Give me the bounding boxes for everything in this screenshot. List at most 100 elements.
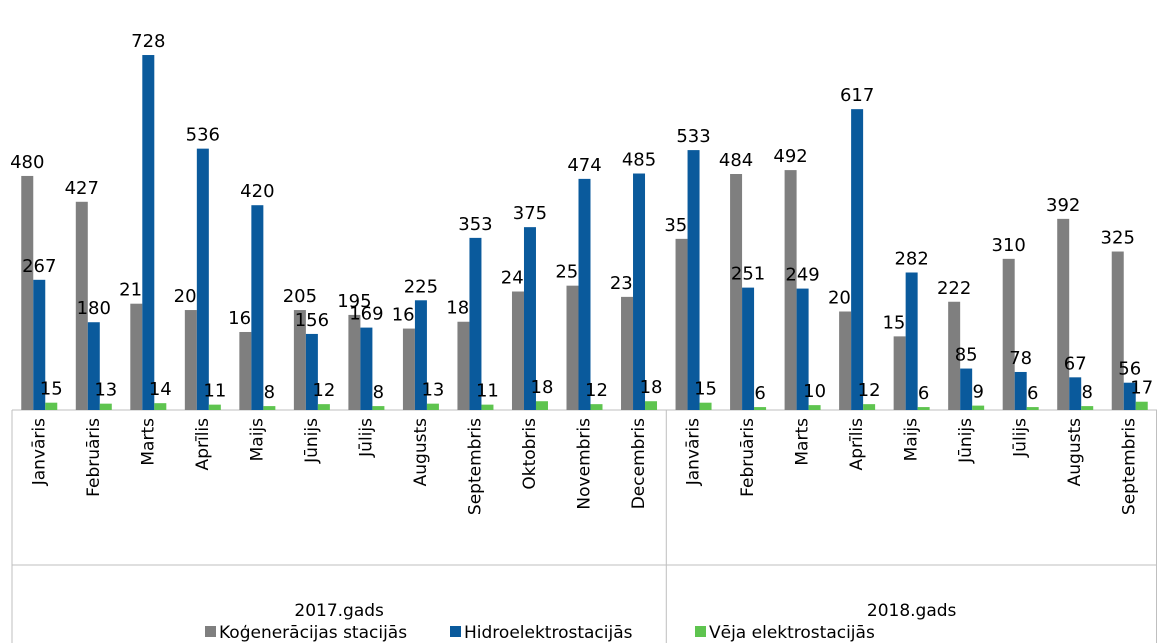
value-label: 353 <box>458 214 492 235</box>
bar <box>784 170 797 410</box>
value-label: 392 <box>1046 195 1080 216</box>
bar <box>1135 401 1148 410</box>
value-label: 485 <box>622 150 656 171</box>
value-label: 56 <box>1118 359 1141 380</box>
bar <box>196 148 209 410</box>
x-tick-label: Maijs <box>902 418 922 462</box>
value-label: 11 <box>476 381 499 402</box>
value-label: 9 <box>972 382 983 403</box>
bar <box>511 291 524 410</box>
bar <box>535 401 548 410</box>
bar <box>426 403 439 410</box>
x-tick-label: Septembris <box>1120 418 1140 515</box>
bar <box>839 311 852 410</box>
bar <box>1069 377 1082 410</box>
x-tick-label: Novembris <box>575 418 595 510</box>
value-label: 85 <box>955 345 978 366</box>
value-label: 6 <box>1027 383 1038 404</box>
value-label: 12 <box>312 380 335 401</box>
value-label: 420 <box>240 181 274 202</box>
x-tick-label: Jūlijs <box>356 418 376 458</box>
value-label: 11 <box>203 381 226 402</box>
bar <box>917 407 930 410</box>
value-label: 6 <box>754 383 765 404</box>
x-tick-label: Janvāris <box>29 418 49 486</box>
value-label: 156 <box>295 310 329 331</box>
legend-label: Hidroelektrostacijās <box>464 623 633 643</box>
value-label: 13 <box>94 380 117 401</box>
bar <box>1014 371 1027 410</box>
bar <box>33 279 46 410</box>
bar <box>45 402 58 410</box>
x-tick-label: Septembris <box>465 418 485 515</box>
bar <box>1057 218 1070 410</box>
value-label: 205 <box>283 286 317 307</box>
bar <box>796 288 809 410</box>
value-label: 10 <box>803 381 826 402</box>
x-tick-label: Augusts <box>1065 418 1085 486</box>
value-label: 8 <box>264 382 275 403</box>
bar <box>154 403 167 410</box>
x-tick-label: Janvāris <box>684 418 704 486</box>
value-label: 8 <box>1081 382 1092 403</box>
bar <box>808 405 821 410</box>
bar <box>972 405 985 410</box>
legend-swatch <box>695 626 706 637</box>
value-label: 15 <box>694 379 717 400</box>
bar <box>675 238 688 410</box>
value-label: 180 <box>77 298 111 319</box>
value-label: 474 <box>567 155 601 176</box>
bar <box>414 300 427 410</box>
value-label: 12 <box>858 380 881 401</box>
bar <box>208 404 221 410</box>
value-label: 325 <box>1101 228 1135 249</box>
value-label: 8 <box>373 382 384 403</box>
value-label: 728 <box>131 31 165 52</box>
value-label: 249 <box>785 265 819 286</box>
bar <box>960 368 973 410</box>
bar <box>1026 407 1039 410</box>
value-label: 18 <box>640 377 663 398</box>
bar <box>372 406 385 410</box>
legend-swatch <box>205 626 216 637</box>
value-label: 13 <box>421 380 444 401</box>
value-label: 492 <box>773 146 807 167</box>
bar <box>948 301 961 410</box>
bar <box>1081 406 1094 410</box>
value-label: 427 <box>65 178 99 199</box>
bar <box>469 237 482 410</box>
bar <box>21 175 34 410</box>
bar <box>305 333 318 410</box>
bar <box>1002 258 1015 410</box>
value-label: 251 <box>731 264 765 285</box>
value-label: 12 <box>585 380 608 401</box>
x-tick-label: Februāris <box>738 418 758 497</box>
bar <box>621 296 634 410</box>
bar <box>633 173 646 410</box>
bar <box>1111 251 1124 410</box>
group-label: 2018.gads <box>867 601 957 621</box>
bar <box>360 327 373 410</box>
bar <box>317 404 330 410</box>
bar <box>590 404 603 410</box>
value-label: 195 <box>337 291 371 312</box>
bar <box>566 285 579 410</box>
bar <box>754 407 767 410</box>
bar <box>263 406 276 410</box>
bar <box>348 314 361 410</box>
bar <box>99 403 112 410</box>
bar <box>87 322 100 410</box>
x-tick-label: Oktobris <box>520 418 540 490</box>
value-label: 17 <box>1130 378 1153 399</box>
bar <box>523 227 536 410</box>
bar <box>905 272 918 410</box>
value-label: 533 <box>676 126 710 147</box>
bar <box>75 201 88 410</box>
bar <box>893 336 906 410</box>
bar <box>142 55 155 411</box>
bar <box>402 328 415 410</box>
value-label: 222 <box>937 278 971 299</box>
bar <box>851 109 864 410</box>
bar <box>481 404 494 410</box>
value-label: 67 <box>1064 353 1087 374</box>
